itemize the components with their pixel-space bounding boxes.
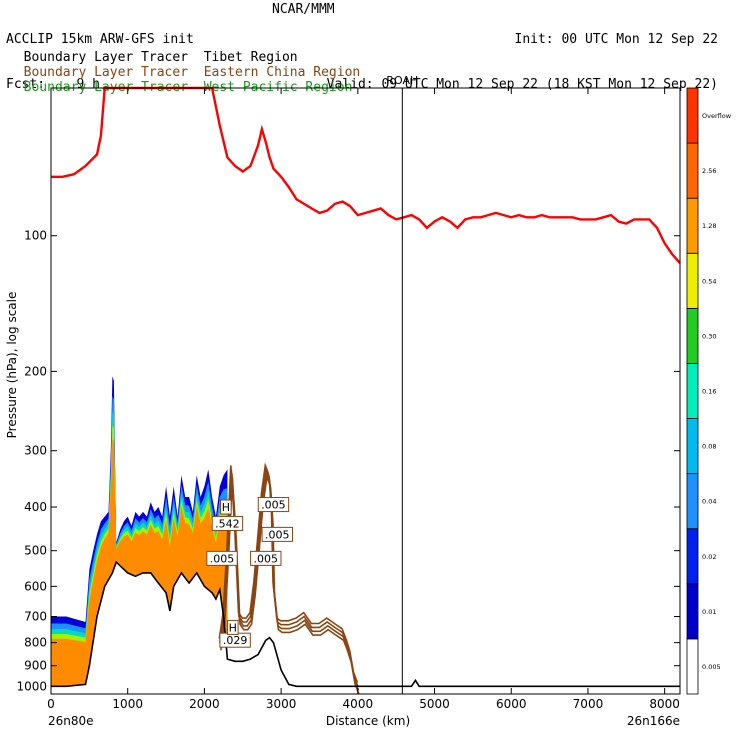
colorbar-swatch	[686, 307, 699, 364]
x-tick-label: 6000	[496, 697, 527, 711]
header-center: NCAR/MMM	[272, 2, 335, 17]
contour-label-box	[250, 550, 282, 566]
y-tick-label: 900	[24, 659, 47, 673]
contour-label: .005	[265, 528, 290, 541]
y-axis-label: Pressure (hPa), log scale	[5, 292, 19, 439]
x-tick-label: 7000	[573, 697, 604, 711]
contour-label-box	[261, 526, 293, 542]
colorbar-swatch	[686, 252, 699, 309]
colorbar-label: 0.30	[702, 332, 716, 340]
plot-frame	[50, 87, 681, 695]
contour-label: H	[222, 501, 230, 514]
colorbar-label: 0.02	[702, 553, 716, 561]
colorbar-swatch	[686, 87, 699, 144]
x-tick-label: 1000	[112, 697, 143, 711]
tracer-legend-tibet: Boundary Layer Tracer Tibet Region	[8, 35, 298, 65]
contour-label-box	[226, 619, 239, 635]
y-tick-label: 700	[24, 610, 47, 624]
colorbar-swatch	[686, 363, 699, 419]
colorbar-swatch	[686, 142, 699, 199]
x-tick-label: 5000	[419, 697, 450, 711]
colorbar-swatch	[686, 197, 699, 254]
y-tick-label: 200	[24, 364, 47, 378]
forecast-hour: Fcst: 9 h	[6, 77, 100, 92]
colorbar-swatch	[686, 638, 699, 695]
axes-layer: 0 1000 2000 3000 4000 5000 6000 7000 80001002003…	[16, 88, 680, 711]
x-start-label: 26n80e	[48, 714, 94, 728]
colorbar-swatch	[686, 528, 699, 585]
tracer-prefix: Boundary Layer Tracer	[23, 65, 189, 80]
x-tick-label: 4000	[343, 697, 374, 711]
colorbar-label: 0.16	[702, 388, 716, 396]
contour-label-box	[257, 497, 290, 513]
colorbar-swatch	[686, 418, 699, 475]
colorbar-label: 1.28	[702, 222, 716, 230]
tracer-region: Eastern China Region	[203, 65, 361, 80]
colorbar-label: 0.01	[702, 608, 716, 616]
eastern-china-tracer-contour	[220, 473, 360, 695]
x-tick-label: 2000	[189, 697, 220, 711]
y-tick-label: 400	[24, 500, 47, 514]
colorbar-label: 0.54	[702, 277, 716, 285]
y-tick-label: 300	[24, 444, 47, 458]
y-tick-label: 800	[24, 636, 47, 650]
colorbar-label: 0.08	[702, 443, 716, 451]
y-tick-label: 1000	[16, 679, 47, 693]
contour-label: .029	[223, 634, 248, 647]
terrain-line	[51, 560, 680, 688]
x-tick-label: 3000	[266, 697, 297, 711]
tracer-legend-eastern-china: Boundary Layer Tracer Eastern China Regi…	[8, 50, 361, 80]
tracer-region: Tibet Region	[203, 50, 298, 65]
contour-label: .542	[215, 517, 240, 530]
x-tick-label: 8000	[649, 697, 680, 711]
contour-label: .005	[261, 499, 286, 512]
y-tick-label: 500	[24, 544, 47, 558]
eastern-china-tracer-contour	[219, 470, 360, 691]
x-end-label: 26n166e	[627, 714, 680, 728]
colorbar-swatch	[686, 583, 699, 640]
contour-label-box	[211, 515, 244, 531]
model-title: ACCLIP 15km ARW-GFS init	[6, 32, 194, 47]
contour-label-box	[206, 550, 238, 566]
tracer-prefix: Boundary Layer Tracer	[23, 50, 189, 65]
x-tick-label: 0	[47, 697, 55, 711]
header-left: ACCLIP 15km ARW-GFS init Fcst: 9 h	[6, 2, 194, 107]
colorbar-swatch	[686, 473, 699, 530]
plume-band-1.28	[51, 439, 228, 687]
x-axis-label: Distance (km)	[326, 714, 410, 728]
contour-label: H	[229, 621, 237, 634]
y-tick-label: 600	[24, 579, 47, 593]
marker-label: ROAH	[386, 74, 418, 87]
colorbar-label: 0.005	[702, 663, 721, 671]
contour-label: .005	[210, 552, 235, 565]
colorbar-label: 2.56	[702, 167, 716, 175]
tropopause-line	[51, 86, 681, 264]
contour-label-box	[220, 499, 232, 515]
contour-label: .005	[254, 552, 279, 565]
colorbar-label: Overflow	[702, 112, 732, 120]
colorbar-label: 0.04	[702, 498, 716, 506]
init-time: Init: 00 UTC Mon 12 Sep 22	[514, 32, 719, 47]
colorbar: 0.005 0.01 0.02 0.04 0.08 0.16 0.30 0.54 1.28 2.5…	[686, 87, 732, 695]
y-tick-label: 100	[24, 229, 47, 243]
